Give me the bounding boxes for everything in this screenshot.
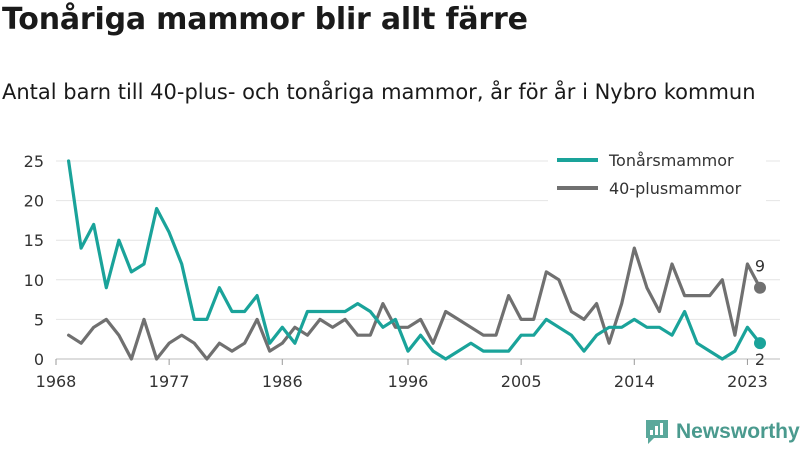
x-tick-label: 2023 xyxy=(727,372,768,391)
legend-background xyxy=(548,146,766,204)
y-tick-label: 25 xyxy=(24,152,44,171)
chart-title: Tonåriga mammor blir allt färre xyxy=(2,2,528,37)
series-line-tonarsmammor xyxy=(66,159,762,361)
end-value-label: 2 xyxy=(755,350,765,369)
x-tick-label: 2005 xyxy=(501,372,542,391)
x-tick-label: 1986 xyxy=(262,372,303,391)
brand-footer: Newsworthy xyxy=(644,418,800,446)
newsworthy-logo-icon xyxy=(646,420,668,444)
end-value-label: 9 xyxy=(755,257,765,276)
series-lines xyxy=(66,159,762,361)
end-point-marker xyxy=(754,337,766,350)
chart-subtitle: Antal barn till 40-plus- och tonåriga ma… xyxy=(2,80,756,104)
end-point-marker xyxy=(754,281,766,294)
x-tick-label: 1996 xyxy=(388,372,429,391)
brand-name: Newsworthy xyxy=(676,420,800,443)
x-tick-label: 2014 xyxy=(614,372,655,391)
y-axis-ticks: 0 5 10 15 20 25 xyxy=(24,152,44,369)
legend-label: Tonårsmammor xyxy=(608,151,734,170)
y-tick-label: 5 xyxy=(34,310,44,329)
y-tick-label: 20 xyxy=(24,192,44,211)
series-end-markers: 92 xyxy=(754,257,766,369)
y-tick-label: 0 xyxy=(34,350,44,369)
x-tick-label: 1968 xyxy=(36,372,77,391)
legend-label: 40-plusmammor xyxy=(609,179,742,198)
x-tick-label: 1977 xyxy=(149,372,190,391)
series-line-40-plusmammor xyxy=(66,246,762,361)
legend: Tonårsmammor 40-plusmammor xyxy=(548,146,766,204)
x-axis-ticks: 1968 1977 1986 1996 2005 2014 2023 xyxy=(36,359,768,391)
y-tick-label: 10 xyxy=(24,271,44,290)
y-tick-label: 15 xyxy=(24,231,44,250)
